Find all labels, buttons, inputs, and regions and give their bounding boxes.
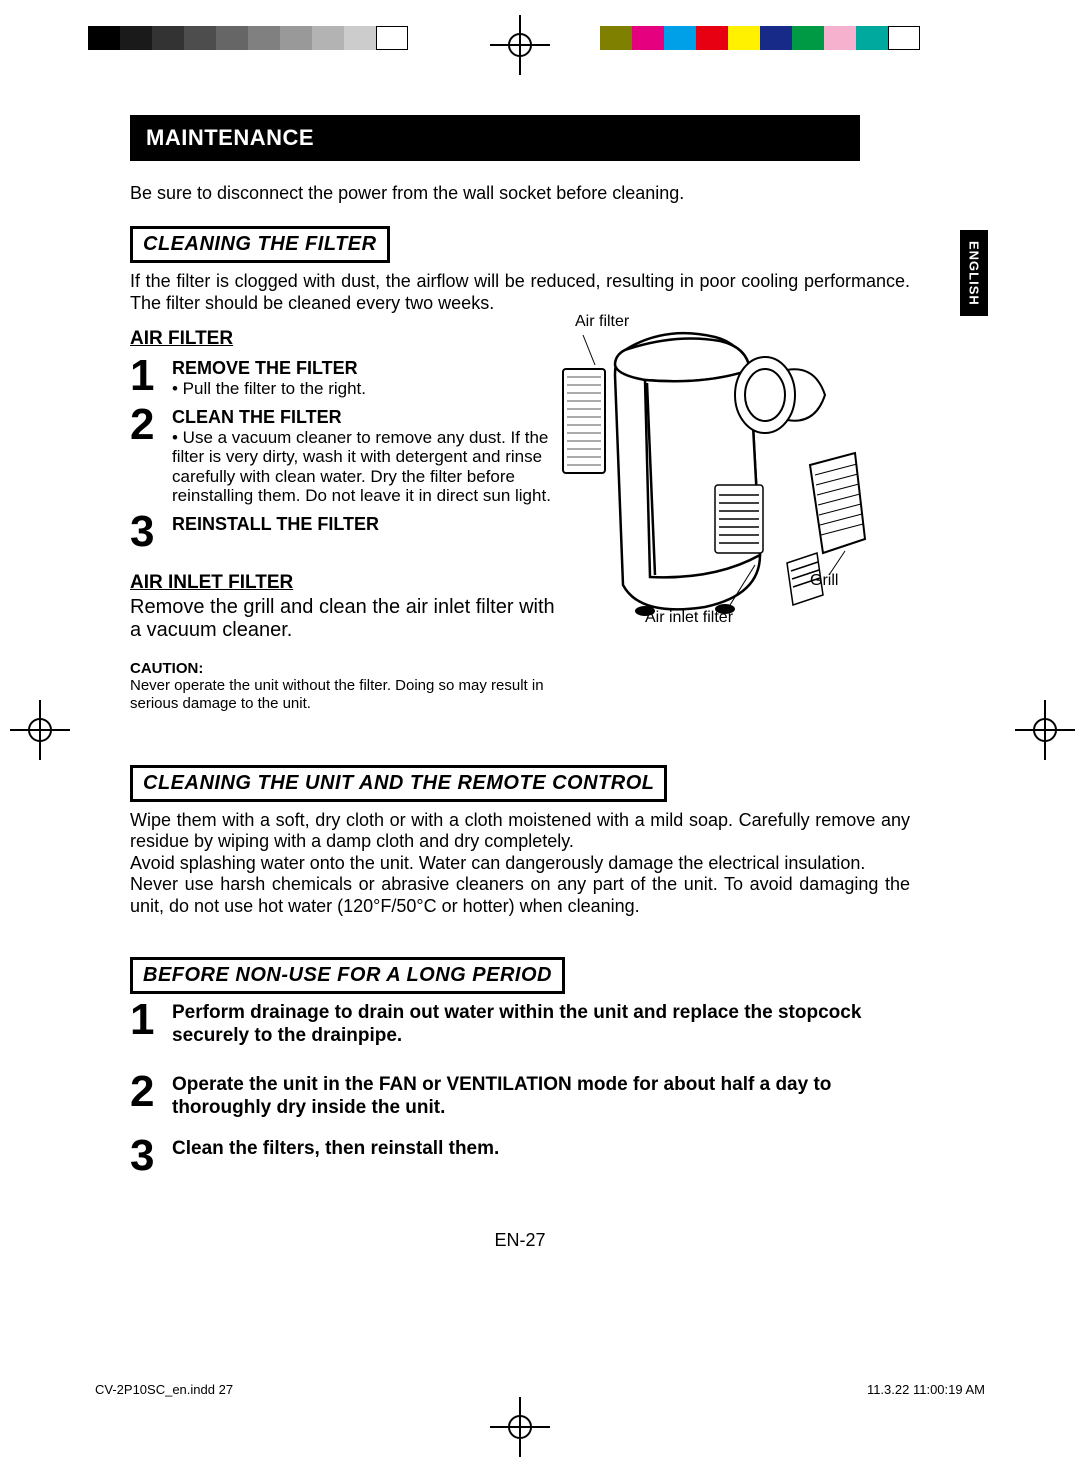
registration-mark-bottom: [490, 1397, 550, 1457]
air-filter-label: AIR FILTER: [130, 328, 560, 350]
step-title: REINSTALL THE FILTER: [172, 514, 560, 535]
step-body: Perform drainage to drain out water with…: [172, 1000, 910, 1048]
diagram-label-grill: Grill: [810, 572, 838, 590]
air-filter-step-1: 1 REMOVE THE FILTER • Pull the filter to…: [130, 356, 560, 399]
air-inlet-body: Remove the grill and clean the air inlet…: [130, 596, 560, 642]
product-diagram: Air filter Grill Air inlet filter: [555, 325, 875, 645]
cleaning-unit-p3: Never use harsh chemicals or abrasive cl…: [130, 874, 910, 917]
section-cleaning-filter-title: CLEANING THE FILTER: [130, 226, 390, 263]
section-cleaning-unit-title: CLEANING THE UNIT AND THE REMOTE CONTROL: [130, 765, 667, 802]
air-filter-step-3: 3 REINSTALL THE FILTER: [130, 512, 560, 552]
section-nonuse-title: BEFORE NON-USE FOR A LONG PERIOD: [130, 957, 565, 994]
language-tab: ENGLISH: [960, 230, 988, 316]
air-filter-step-2: 2 CLEAN THE FILTER • Use a vacuum cleane…: [130, 405, 560, 506]
step-number: 1: [130, 1000, 164, 1048]
page-number: EN-27: [130, 1230, 910, 1251]
registration-mark-left: [10, 700, 70, 760]
intro-text: Be sure to disconnect the power from the…: [130, 183, 910, 204]
step-body: • Pull the filter to the right.: [172, 379, 560, 399]
cleaning-unit-p1: Wipe them with a soft, dry cloth or with…: [130, 810, 910, 853]
step-number: 2: [130, 405, 164, 506]
section-cleaning-unit-body: Wipe them with a soft, dry cloth or with…: [130, 810, 910, 918]
swatch-bar-color: [600, 26, 920, 50]
caution-body: Never operate the unit without the filte…: [130, 677, 560, 713]
nonuse-step-3: 3 Clean the filters, then reinstall them…: [130, 1136, 910, 1176]
diagram-label-air-filter: Air filter: [575, 313, 629, 331]
diagram-label-air-inlet: Air inlet filter: [645, 609, 733, 627]
page-title: MAINTENANCE: [130, 115, 860, 161]
footer-timestamp: 11.3.22 11:00:19 AM: [867, 1382, 985, 1397]
step-number: 3: [130, 1136, 164, 1176]
step-number: 2: [130, 1072, 164, 1120]
step-body: • Use a vacuum cleaner to remove any dus…: [172, 428, 560, 506]
footer-filename: CV-2P10SC_en.indd 27: [95, 1382, 233, 1397]
step-number: 1: [130, 356, 164, 399]
nonuse-step-1: 1 Perform drainage to drain out water wi…: [130, 1000, 910, 1048]
registration-mark-right: [1015, 700, 1075, 760]
swatch-bar-greyscale: [88, 26, 408, 50]
step-number: 3: [130, 512, 164, 552]
step-body: Clean the filters, then reinstall them.: [172, 1136, 910, 1176]
step-title: REMOVE THE FILTER: [172, 358, 560, 379]
cleaning-unit-p2: Avoid splashing water onto the unit. Wat…: [130, 853, 910, 875]
registration-mark-top: [490, 15, 550, 75]
page-content: MAINTENANCE Be sure to disconnect the po…: [130, 115, 910, 1175]
air-inlet-label: AIR INLET FILTER: [130, 572, 560, 594]
section-cleaning-filter-body: If the filter is clogged with dust, the …: [130, 271, 910, 314]
nonuse-step-2: 2 Operate the unit in the FAN or VENTILA…: [130, 1072, 910, 1120]
step-body: Operate the unit in the FAN or VENTILATI…: [172, 1072, 910, 1120]
caution-label: CAUTION:: [130, 660, 560, 677]
step-title: CLEAN THE FILTER: [172, 407, 560, 428]
